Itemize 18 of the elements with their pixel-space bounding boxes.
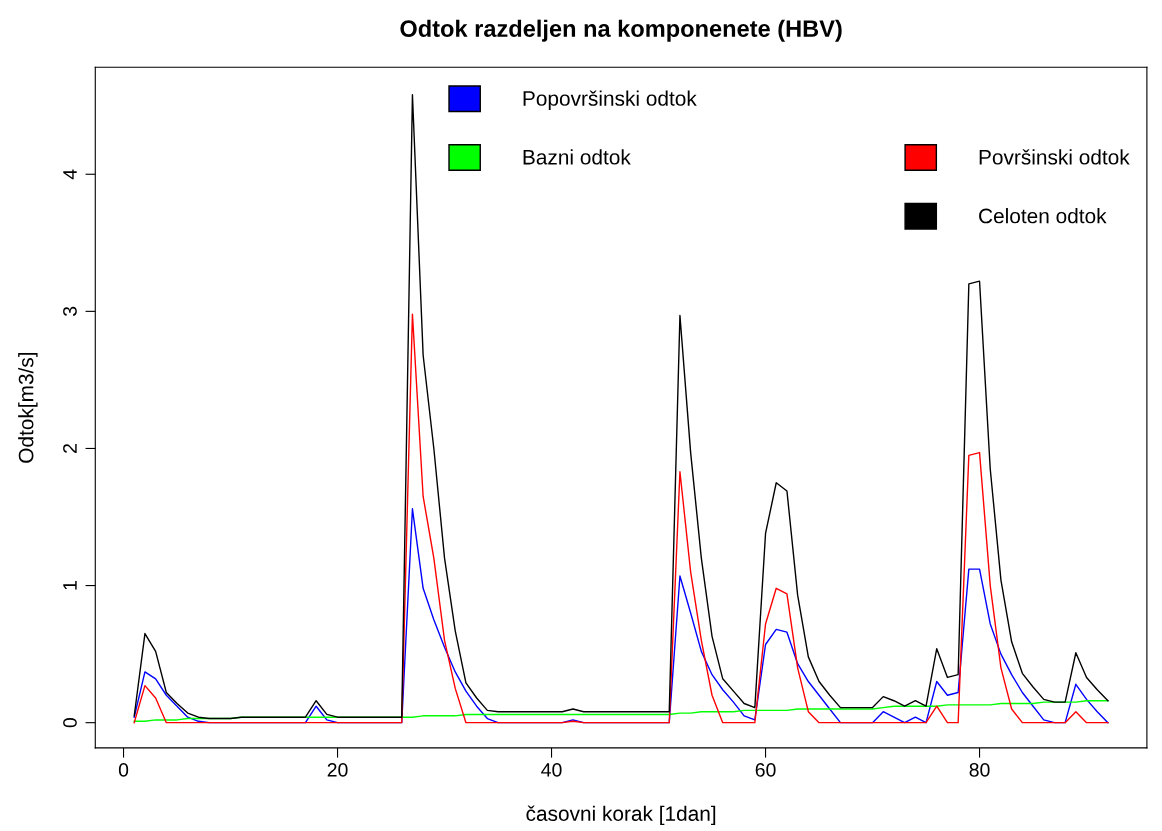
x-axis-title: časovni korak [1dan] <box>526 805 716 826</box>
x-tick-label: 80 <box>969 763 990 777</box>
legend-label: Popovršinski odtok <box>523 90 697 110</box>
y-tick-label: 3 <box>63 306 77 317</box>
y-axis-title: Odtok[m3/s] <box>18 352 38 463</box>
y-tick-label: 0 <box>63 718 77 728</box>
y-tick-label: 4 <box>63 169 77 180</box>
line-series <box>133 313 1109 724</box>
chart-title: Odtok razdeljen na komponenete (HBV) <box>400 19 842 42</box>
y-tick-label: 1 <box>63 581 77 590</box>
x-tick-label: 0 <box>118 763 129 777</box>
x-tick-label: 60 <box>755 763 776 777</box>
legend-label: Površinski odtok <box>979 149 1130 165</box>
y-tick-label: 2 <box>63 444 77 453</box>
legend-label: Bazni odtok <box>523 149 631 165</box>
legend-label: Celoten odtok <box>979 208 1107 224</box>
x-tick-label: 40 <box>541 763 562 777</box>
x-tick-label: 20 <box>327 763 348 777</box>
